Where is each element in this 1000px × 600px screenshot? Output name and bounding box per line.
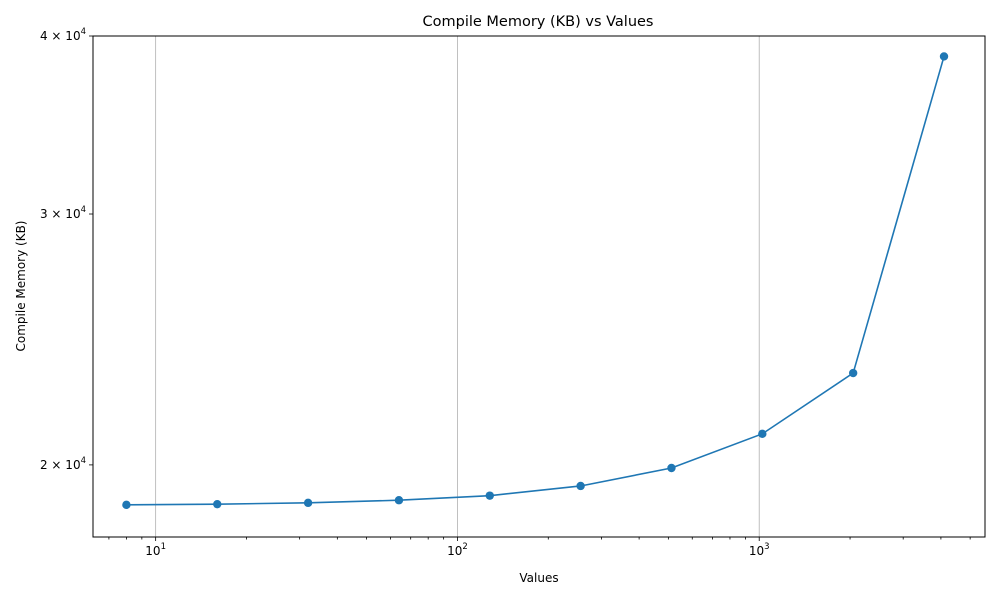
y-tick-label: 4 × 104	[40, 27, 86, 43]
y-tick-label: 3 × 104	[40, 205, 86, 221]
series-line	[126, 56, 945, 506]
data-point	[394, 496, 404, 505]
data-point	[485, 491, 494, 500]
x-axis-label: Values	[519, 571, 558, 585]
data-point	[667, 463, 676, 473]
axis-ticks: 101 102 103 2 × 104 3 × 104 4 × 104	[40, 27, 971, 558]
data-point	[122, 500, 131, 510]
y-tick-label: 2 × 104	[40, 456, 86, 472]
data-point	[939, 52, 949, 61]
data-point	[303, 498, 313, 508]
data-point	[576, 481, 585, 491]
y-axis-label: Compile Memory (KB)	[14, 221, 28, 352]
x-tick-label: 103	[749, 542, 770, 558]
data-point	[213, 499, 222, 509]
data-point	[848, 368, 858, 378]
grid-lines	[155, 36, 760, 537]
chart-title: Compile Memory (KB) vs Values	[423, 14, 654, 30]
data-point	[758, 429, 767, 439]
x-tick-label: 101	[145, 542, 166, 558]
plot-area	[122, 52, 949, 510]
plot-frame	[92, 35, 986, 538]
x-tick-label: 102	[447, 542, 468, 558]
